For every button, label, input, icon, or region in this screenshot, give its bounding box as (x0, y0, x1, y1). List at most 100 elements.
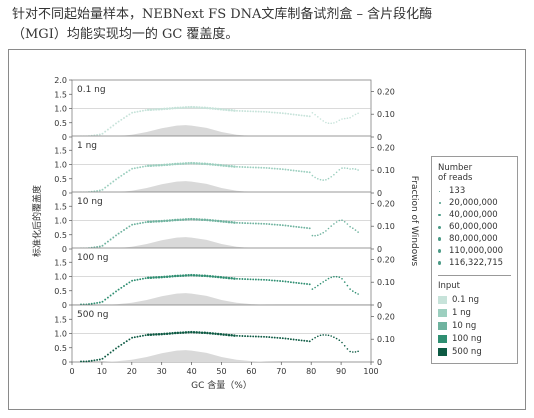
coverage-point (190, 273, 193, 277)
coverage-point (176, 106, 180, 110)
coverage-point (335, 171, 338, 174)
right-tick-label: 0 (377, 245, 382, 254)
coverage-point (123, 117, 125, 119)
coverage-point (117, 120, 120, 123)
coverage-point (227, 164, 231, 168)
coverage-point (273, 279, 276, 282)
coverage-point (155, 220, 158, 223)
coverage-point (149, 333, 153, 336)
gc-distribution-area (101, 125, 282, 137)
coverage-point (257, 278, 260, 281)
coverage-point (225, 220, 228, 224)
coverage-point (131, 167, 134, 170)
coverage-point (265, 335, 268, 338)
coverage-point (303, 282, 306, 285)
coverage-point (343, 281, 346, 283)
coverage-point (289, 113, 292, 116)
coverage-point (273, 111, 276, 114)
legend-input-label: 100 ng (452, 334, 482, 344)
coverage-point (165, 107, 169, 110)
x-tick-label: 10 (97, 367, 107, 376)
coverage-point (281, 224, 284, 227)
coverage-point (354, 291, 357, 294)
x-tick-label: 60 (246, 367, 256, 376)
coverage-point (319, 282, 322, 285)
coverage-point (303, 170, 306, 173)
coverage-point (168, 219, 172, 222)
coverage-point (263, 278, 265, 281)
coverage-point (203, 331, 207, 335)
coverage-point (311, 234, 314, 237)
gc-distribution-area (101, 237, 282, 249)
coverage-point (281, 280, 284, 283)
coverage-point (152, 276, 155, 279)
coverage-point (160, 332, 163, 336)
coverage-point (144, 334, 147, 337)
coverage-point (241, 335, 244, 337)
coverage-point (195, 274, 198, 277)
coverage-point (192, 161, 196, 165)
coverage-point (144, 165, 147, 168)
coverage-point (346, 167, 349, 170)
legend-reads-item: 40,000,000 (438, 209, 498, 221)
coverage-point (246, 222, 249, 225)
coverage-point (349, 225, 351, 228)
coverage-point (115, 290, 117, 293)
legend-input-item: 500 ng (438, 346, 482, 358)
coverage-point (319, 178, 322, 181)
coverage-point (241, 222, 244, 224)
coverage-point (115, 178, 117, 181)
coverage-point (139, 335, 142, 338)
coverage-point (98, 133, 101, 136)
coverage-point (260, 335, 263, 338)
coverage-point (171, 218, 174, 222)
coverage-point (333, 122, 335, 124)
coverage-point (206, 331, 209, 335)
left-tick-label: 1.0 (54, 161, 67, 170)
coverage-point (300, 226, 303, 229)
panel-label: 1 ng (77, 141, 97, 151)
coverage-point (292, 281, 295, 284)
coverage-point (354, 113, 357, 116)
coverage-point (244, 166, 247, 169)
coverage-point (276, 279, 279, 282)
coverage-point (90, 302, 93, 305)
coverage-point (146, 276, 150, 280)
coverage-point (179, 218, 182, 221)
coverage-point (257, 335, 260, 338)
coverage-point (349, 350, 351, 353)
left-tick-label: 0.5 (54, 119, 67, 128)
coverage-point (244, 110, 247, 113)
coverage-point (165, 163, 169, 166)
coverage-point (117, 288, 120, 291)
left-tick-label: 0.5 (54, 344, 67, 353)
coverage-point (106, 353, 109, 356)
input-swatch-icon (438, 309, 447, 317)
coverage-point (241, 278, 244, 280)
coverage-point (268, 279, 271, 282)
coverage-point (254, 278, 257, 281)
coverage-point (112, 124, 115, 127)
coverage-point (125, 115, 128, 118)
coverage-point (252, 166, 255, 169)
coverage-point (128, 113, 131, 116)
coverage-point (198, 162, 201, 165)
coverage-point (208, 275, 212, 278)
coverage-point (276, 223, 279, 226)
coverage-point (325, 230, 327, 232)
coverage-point (289, 225, 292, 228)
left-tick-label: 0.5 (54, 287, 67, 296)
panel-label: 500 ng (77, 310, 108, 320)
coverage-point (327, 177, 330, 180)
coverage-point (330, 225, 333, 227)
left-tick-label: 1.0 (54, 217, 67, 226)
coverage-point (173, 106, 177, 110)
x-axis-title: GC 含量（%） (191, 379, 252, 391)
coverage-point (297, 339, 300, 342)
coverage-point (352, 168, 354, 170)
x-tick-label: 90 (336, 367, 346, 376)
coverage-point (287, 337, 290, 340)
coverage-point (319, 334, 322, 337)
coverage-point (311, 174, 314, 177)
coverage-point (115, 234, 117, 237)
